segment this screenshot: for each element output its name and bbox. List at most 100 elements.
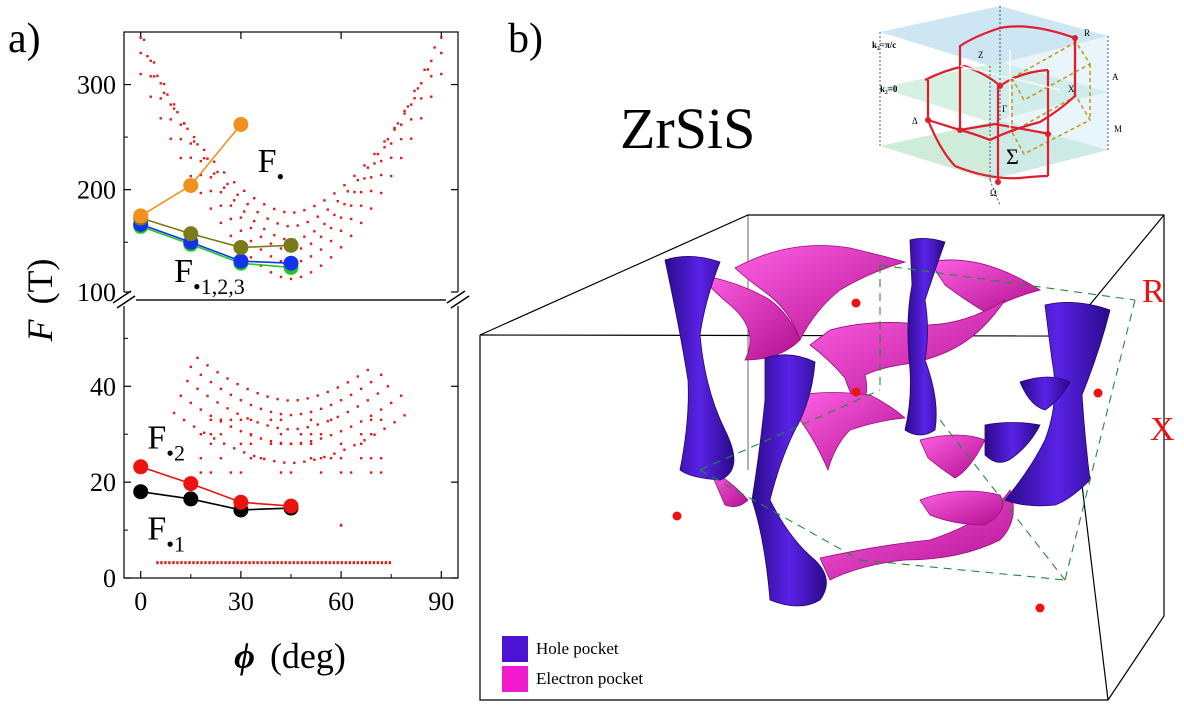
series-line [141, 224, 291, 263]
calc-point [363, 177, 365, 179]
calc-point [200, 408, 202, 410]
brillouin-zone-inset: k₂=π/c k₂=0 R Z A X Γ M Δ Σ Ω [872, 6, 1122, 205]
calc-point [389, 561, 391, 564]
calc-point [236, 383, 238, 385]
calc-point [430, 60, 432, 62]
calc-point [176, 561, 178, 564]
calc-point [252, 561, 254, 564]
calc-point [260, 408, 262, 410]
calc-point [380, 471, 382, 473]
calc-point [300, 247, 302, 249]
hole-pocket [1005, 302, 1110, 505]
calc-point [150, 60, 152, 62]
branch-label-main: F [174, 253, 193, 290]
calc-point [370, 207, 372, 209]
calc-point [193, 136, 195, 138]
calc-point [370, 190, 372, 192]
calc-point [173, 107, 175, 109]
calc-point [300, 260, 302, 262]
bz-label-Delta: Δ [912, 116, 918, 126]
calc-point [210, 433, 212, 435]
calc-point [220, 204, 222, 206]
calc-point [230, 204, 232, 206]
calc-point [290, 278, 292, 280]
calc-point [210, 176, 212, 178]
calc-point [276, 427, 278, 429]
calc-point [226, 377, 228, 379]
calc-point [373, 162, 375, 164]
series-point [284, 499, 299, 514]
calc-point [365, 561, 367, 564]
calc-point [156, 75, 158, 77]
calc-point [420, 97, 422, 99]
branch-label: F•1 [147, 511, 185, 557]
calc-point [330, 227, 332, 229]
branch-label: F•2 [147, 420, 185, 466]
calc-point [370, 176, 372, 178]
calc-point [250, 433, 252, 435]
calc-point [228, 561, 230, 564]
calc-point [320, 408, 322, 410]
calc-point [330, 404, 332, 406]
calc-point [230, 235, 232, 237]
calc-point [188, 561, 190, 564]
calc-point [160, 561, 162, 564]
calc-point [256, 561, 258, 564]
calc-point [223, 442, 225, 444]
point-label-X: X [1150, 411, 1175, 448]
x-tick-label: 0 [134, 587, 147, 616]
calc-point [168, 561, 170, 564]
calc-point [307, 397, 309, 399]
calc-point [420, 117, 422, 119]
calc-point [286, 428, 288, 430]
calc-point [272, 561, 274, 564]
calc-point [393, 421, 395, 423]
calc-point [280, 433, 282, 435]
calc-point [307, 221, 309, 223]
calc-point [309, 561, 311, 564]
calc-point [200, 561, 202, 564]
calc-point [276, 222, 278, 224]
calc-point [256, 392, 258, 394]
calc-point [230, 218, 232, 220]
calc-point [220, 433, 222, 435]
calc-point [337, 561, 339, 564]
calc-point [370, 419, 372, 421]
calc-point [317, 394, 319, 396]
series-point [133, 208, 148, 223]
calc-point [270, 242, 272, 244]
calc-point [153, 61, 155, 63]
calc-point [240, 471, 242, 473]
calc-point [256, 211, 258, 213]
calc-point [176, 111, 178, 113]
calc-point [246, 203, 248, 205]
calc-point [330, 457, 332, 459]
bz-label-Gamma: Γ [1002, 104, 1007, 114]
calc-point [350, 218, 352, 220]
series-line [141, 492, 291, 510]
calc-point [180, 138, 182, 140]
calc-point [236, 194, 238, 196]
calc-point [373, 434, 375, 436]
panel-a-label: a) [8, 16, 41, 62]
calc-point [183, 122, 185, 124]
series-point [183, 226, 198, 241]
calc-point [263, 458, 265, 460]
calc-point [440, 36, 442, 38]
calc-point [385, 561, 387, 564]
calc-point [253, 197, 255, 199]
calc-point [210, 443, 212, 445]
calc-point [323, 456, 325, 458]
calc-point [390, 157, 392, 159]
series-point [284, 256, 299, 271]
calc-point [246, 388, 248, 390]
calc-point [296, 561, 298, 564]
calc-point [387, 385, 389, 387]
calc-point [233, 181, 235, 183]
series-point [133, 459, 148, 474]
bz-label-Omega: Ω [990, 188, 997, 198]
calc-point [220, 419, 222, 421]
calc-point [210, 190, 212, 192]
calc-point [200, 433, 202, 435]
calc-point [420, 82, 422, 84]
